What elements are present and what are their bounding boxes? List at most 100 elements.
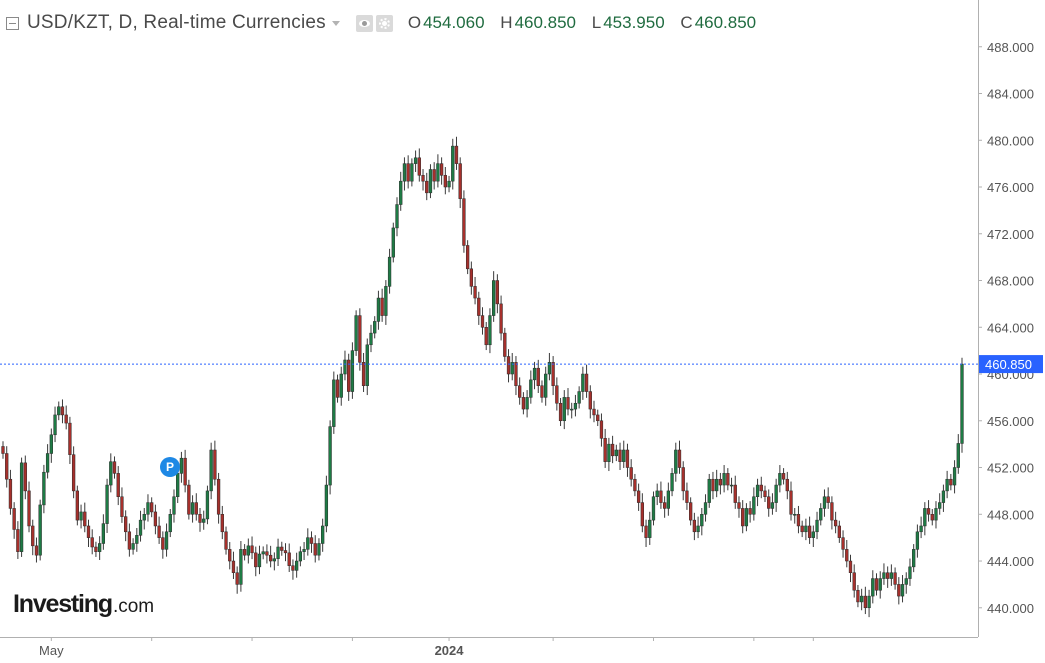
candle-body[interactable] (205, 490, 210, 520)
candle-body[interactable] (856, 589, 860, 603)
candle-body[interactable] (729, 484, 734, 487)
candle-body[interactable] (5, 453, 9, 480)
candle-body[interactable] (811, 531, 815, 538)
candle-body[interactable] (94, 546, 98, 552)
candle-body[interactable] (741, 508, 745, 527)
candle-body[interactable] (86, 525, 91, 538)
candle-body[interactable] (153, 511, 158, 527)
candle-body[interactable] (164, 531, 169, 550)
candle-body[interactable] (733, 484, 737, 503)
candle-body[interactable] (945, 478, 949, 492)
candle-body[interactable] (525, 397, 529, 410)
candle-body[interactable] (142, 514, 146, 521)
candle-body[interactable] (640, 502, 644, 527)
candle-body[interactable] (495, 280, 500, 305)
candle-body[interactable] (521, 397, 526, 410)
candle-body[interactable] (685, 490, 689, 503)
candle-body[interactable] (882, 572, 886, 579)
candle-body[interactable] (209, 449, 213, 492)
candle-body[interactable] (547, 362, 552, 375)
candle-body[interactable] (347, 359, 351, 392)
candle-body[interactable] (886, 572, 890, 579)
candle-body[interactable] (915, 531, 920, 550)
candle-body[interactable] (596, 414, 600, 422)
candle-body[interactable] (105, 484, 109, 524)
candle-body[interactable] (629, 467, 633, 480)
candle-body[interactable] (659, 490, 663, 503)
candle-body[interactable] (815, 519, 819, 533)
candle-body[interactable] (306, 537, 310, 550)
candle-body[interactable] (421, 175, 425, 182)
candle-body[interactable] (625, 449, 630, 468)
candle-body[interactable] (194, 502, 198, 515)
candle-body[interactable] (878, 578, 882, 591)
candle-body[interactable] (64, 414, 68, 424)
candle-body[interactable] (934, 508, 938, 521)
candle-body[interactable] (651, 496, 656, 521)
candle-body[interactable] (369, 332, 373, 346)
candle-body[interactable] (863, 595, 868, 609)
candle-body[interactable] (179, 457, 184, 474)
candle-body[interactable] (413, 157, 418, 164)
candle-body[interactable] (57, 406, 61, 416)
candle-body[interactable] (176, 473, 180, 497)
candle-body[interactable] (231, 560, 236, 573)
candle-body[interactable] (97, 543, 102, 552)
candle-body[interactable] (822, 496, 827, 509)
candle-body[interactable] (499, 303, 503, 334)
candle-body[interactable] (889, 572, 894, 579)
candle-body[interactable] (867, 595, 871, 609)
candle-body[interactable] (551, 362, 555, 386)
candle-body[interactable] (555, 385, 559, 404)
candle-body[interactable] (778, 473, 782, 486)
gear-icon[interactable] (375, 14, 393, 32)
candle-body[interactable] (930, 514, 934, 521)
candle-body[interactable] (34, 545, 39, 556)
candle-body[interactable] (399, 180, 403, 205)
candle-body[interactable] (506, 356, 511, 375)
candle-body[interactable] (161, 537, 165, 550)
candle-body[interactable] (897, 584, 901, 597)
candle-body[interactable] (295, 560, 299, 571)
candle-body[interactable] (715, 478, 719, 492)
candle-body[interactable] (280, 546, 284, 551)
candle-body[interactable] (941, 490, 946, 503)
candle-body[interactable] (689, 502, 693, 521)
candle-body[interactable] (833, 519, 838, 527)
candle-body[interactable] (324, 484, 329, 527)
candle-body[interactable] (317, 543, 321, 556)
candle-body[interactable] (8, 478, 13, 509)
candle-body[interactable] (116, 473, 120, 497)
candle-body[interactable] (358, 315, 362, 363)
candle-body[interactable] (666, 490, 670, 509)
candle-body[interactable] (752, 496, 756, 515)
candle-body[interactable] (246, 545, 250, 556)
candle-body[interactable] (168, 514, 172, 533)
candle-body[interactable] (190, 502, 195, 515)
candle-body[interactable] (90, 537, 94, 548)
candle-body[interactable] (332, 379, 336, 427)
candle-body[interactable] (443, 175, 447, 188)
candle-body[interactable] (614, 449, 618, 457)
candle-body[interactable] (406, 163, 410, 182)
candle-body[interactable] (785, 478, 789, 492)
candle-body[interactable] (670, 473, 674, 492)
candle-body[interactable] (648, 519, 652, 538)
candle-body[interactable] (101, 523, 106, 544)
candle-body[interactable] (956, 443, 960, 468)
candle-body[interactable] (662, 502, 667, 509)
candle-body[interactable] (681, 467, 685, 492)
candle-body[interactable] (224, 531, 228, 550)
candle-body[interactable] (454, 145, 459, 164)
candle-body[interactable] (124, 516, 128, 533)
candle-body[interactable] (239, 549, 243, 585)
candle-body[interactable] (960, 363, 964, 444)
candle-body[interactable] (952, 467, 957, 486)
candle-body[interactable] (391, 227, 395, 258)
candle-body[interactable] (562, 397, 566, 422)
candle-body[interactable] (514, 362, 518, 386)
candle-body[interactable] (900, 584, 905, 597)
candle-body[interactable] (852, 572, 856, 591)
candle-body[interactable] (402, 163, 407, 182)
